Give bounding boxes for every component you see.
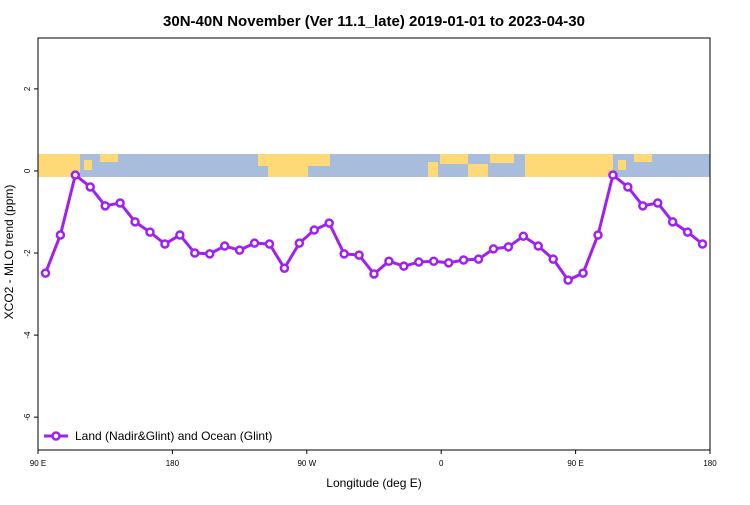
point [593, 230, 603, 240]
point [85, 182, 96, 192]
point [623, 182, 633, 192]
series-line [44, 172, 704, 282]
point [219, 241, 230, 251]
point [309, 225, 320, 235]
point [130, 217, 140, 227]
point [190, 248, 200, 258]
y-tick-label: -2 [23, 249, 32, 257]
point [204, 249, 215, 259]
point [667, 217, 678, 227]
map-strip [38, 154, 710, 177]
point [548, 254, 558, 264]
point [533, 241, 544, 251]
point [443, 258, 454, 268]
point [339, 249, 349, 259]
x-tick-label: 180 [166, 459, 180, 468]
x-tick-label: 90 E [567, 459, 583, 468]
point [608, 170, 618, 180]
x-tick-label: 90 E [30, 459, 46, 468]
y-axis-label: XCO2 - MLO trend (ppm) [2, 185, 16, 320]
point [175, 230, 185, 240]
point [324, 218, 334, 228]
point [652, 198, 663, 208]
point [234, 245, 245, 255]
y-tick-label: 0 [23, 168, 32, 173]
legend-label: Land (Nadir&Glint) and Ocean (Glint) [75, 429, 272, 443]
point [682, 227, 693, 237]
point [384, 256, 394, 266]
point [145, 227, 155, 237]
point [458, 255, 469, 265]
x-axis-label: Longitude (deg E) [326, 476, 421, 490]
point [399, 261, 409, 271]
point [638, 201, 648, 211]
point [428, 256, 439, 266]
chart-title: 30N-40N November (Ver 11.1_late) 2019-01… [163, 13, 585, 30]
point [55, 230, 66, 240]
point [354, 250, 364, 260]
point [115, 198, 125, 208]
point [488, 244, 499, 254]
point [100, 201, 110, 211]
point [578, 268, 588, 278]
y-tick-label: -6 [23, 413, 32, 421]
x-tick-label: 0 [439, 459, 444, 468]
plot-frame [37, 37, 711, 451]
point [294, 238, 305, 248]
point [264, 239, 275, 249]
y-tick-label: 2 [23, 86, 32, 91]
y-tick-label: -4 [23, 331, 32, 339]
point [518, 231, 529, 241]
x-tick-label: 90 W [297, 459, 316, 468]
point [369, 269, 379, 279]
legend-marker [51, 431, 61, 441]
point [249, 238, 260, 248]
point [279, 263, 290, 273]
x-tick-label: 180 [703, 459, 717, 468]
point [414, 257, 424, 267]
point [70, 170, 81, 180]
point [563, 275, 573, 285]
point [697, 239, 708, 249]
point [160, 239, 170, 249]
point [40, 268, 51, 278]
point [473, 254, 484, 264]
point [503, 242, 514, 252]
